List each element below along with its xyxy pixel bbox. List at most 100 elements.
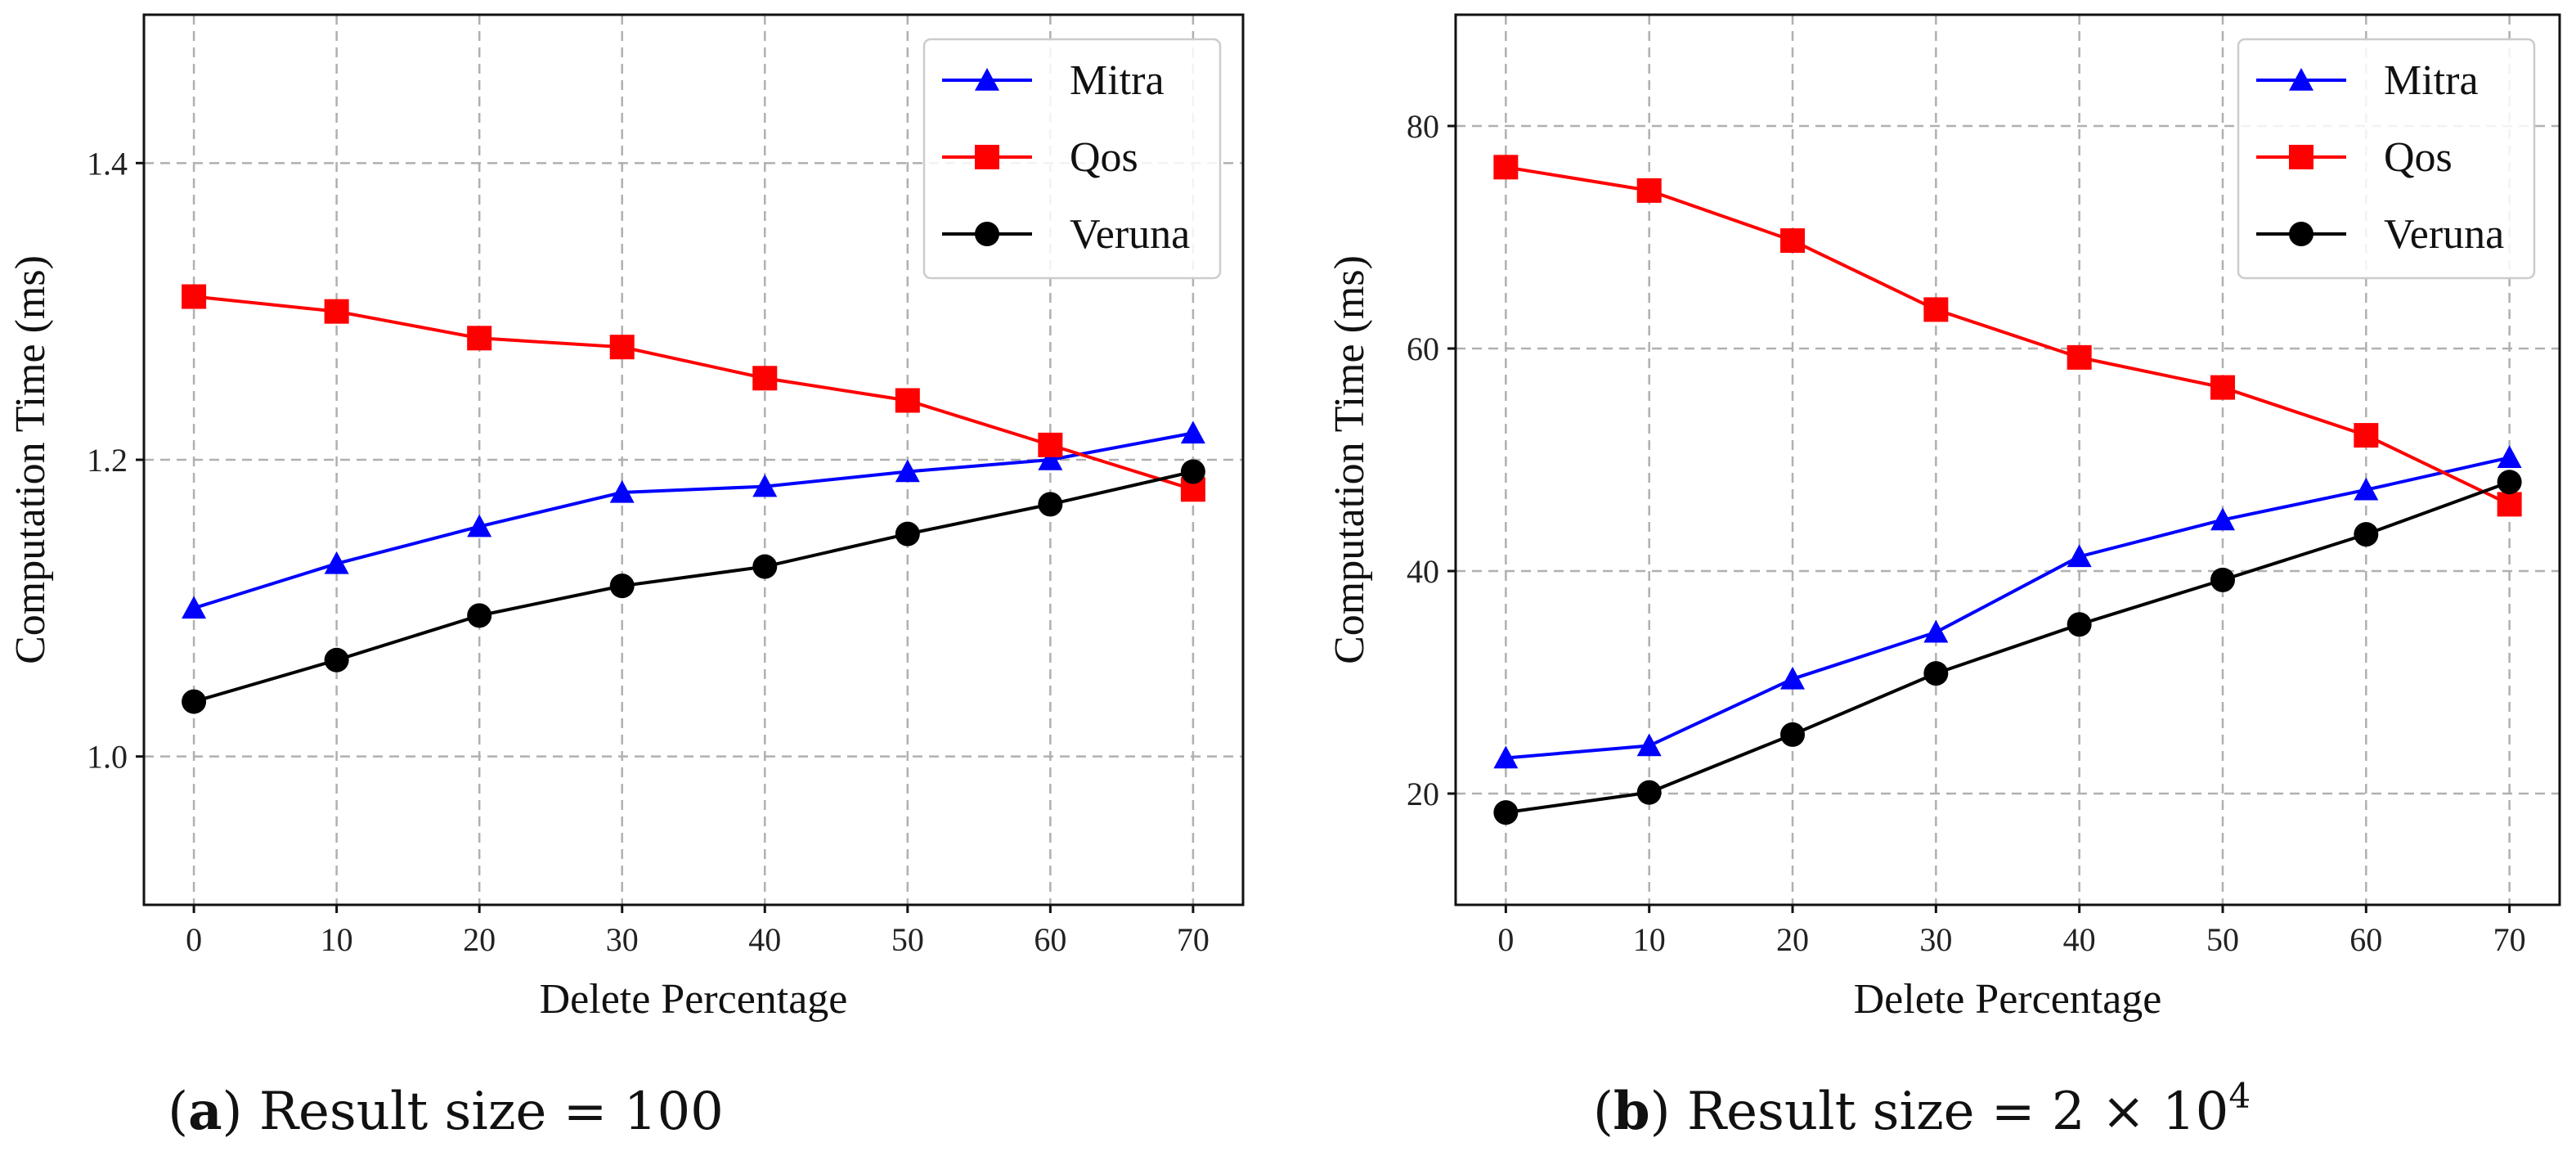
legend-entry-veruna: Veruna bbox=[942, 211, 1190, 258]
data-point-veruna bbox=[1493, 800, 1519, 825]
data-point-mitra bbox=[467, 514, 492, 538]
x-tick-label: 40 bbox=[748, 921, 781, 958]
data-point-veruna bbox=[1923, 661, 1949, 686]
data-point-mitra bbox=[2067, 544, 2092, 568]
plot-frame bbox=[1454, 13, 2561, 906]
legend-label: Mitra bbox=[1070, 57, 1165, 104]
data-point-qos bbox=[2067, 344, 2092, 370]
x-tick-label: 20 bbox=[463, 921, 496, 958]
data-point-mitra bbox=[1038, 448, 1063, 470]
data-point-qos bbox=[752, 366, 778, 391]
caption-superscript: 4 bbox=[2228, 1076, 2251, 1116]
caption-a: (a) Result size = 100 bbox=[168, 1081, 724, 1142]
x-tick-label: 30 bbox=[606, 921, 639, 958]
x-tick-label: 10 bbox=[1633, 921, 1666, 958]
data-point-mitra bbox=[1180, 421, 1205, 444]
data-point-qos bbox=[1780, 228, 1806, 254]
data-point-mitra bbox=[2497, 445, 2522, 469]
data-point-qos bbox=[1923, 297, 1949, 322]
x-axis-label: Delete Percentage bbox=[1854, 976, 2162, 1023]
caption-text: Result size = 100 bbox=[259, 1082, 724, 1142]
data-point-veruna bbox=[752, 554, 778, 579]
data-point-veruna bbox=[609, 574, 635, 599]
x-tick-label: 10 bbox=[321, 921, 353, 958]
series-line-qos bbox=[193, 295, 1194, 492]
caption-letter: b bbox=[1613, 1081, 1650, 1142]
caption-close-paren: ) bbox=[1650, 1082, 1687, 1142]
legend-entry-qos: Qos bbox=[942, 134, 1138, 181]
data-point-veruna bbox=[2354, 522, 2379, 547]
data-point-qos bbox=[1636, 178, 1662, 203]
y-tick-label: 1.2 bbox=[87, 442, 128, 479]
data-point-veruna bbox=[2497, 470, 2522, 495]
data-point-qos bbox=[1493, 155, 1519, 180]
legend-label: Veruna bbox=[2384, 211, 2504, 258]
legend-marker bbox=[975, 222, 999, 246]
data-point-mitra bbox=[182, 596, 207, 619]
x-tick-label: 0 bbox=[186, 921, 202, 958]
legend: Mitra Qos Veruna bbox=[2237, 38, 2536, 280]
data-point-qos bbox=[2354, 423, 2379, 448]
legend-label: Qos bbox=[2384, 134, 2453, 181]
data-point-veruna bbox=[324, 647, 349, 672]
legend-entry-veruna: Veruna bbox=[2256, 211, 2504, 258]
data-point-mitra bbox=[324, 551, 349, 574]
series-line-mitra bbox=[193, 431, 1194, 610]
x-tick-label: 60 bbox=[2349, 921, 2382, 958]
legend: Mitra Qos Veruna bbox=[922, 38, 1222, 280]
legend-box bbox=[922, 38, 1222, 280]
y-tick-label: 1.4 bbox=[87, 145, 128, 182]
series-mitra bbox=[182, 421, 1205, 619]
legend-entry-qos: Qos bbox=[2256, 134, 2453, 181]
data-point-mitra bbox=[2210, 507, 2235, 531]
data-point-veruna bbox=[1636, 780, 1662, 805]
legend-marker bbox=[2289, 68, 2313, 91]
chart-panel-a: 0 10 20 30 40 50 60 70 1.0 1.2 1.4 Delete Percentag… bbox=[7, 13, 1245, 1023]
caption-text: Result size = 2 × 10 bbox=[1687, 1082, 2228, 1142]
data-point-mitra bbox=[2354, 477, 2379, 501]
chart-panel-b: 0 10 20 30 40 50 60 70 20 40 60 80 Delete Percentage… bbox=[1326, 13, 2561, 1023]
data-point-qos bbox=[2210, 375, 2235, 400]
series-line-mitra bbox=[1506, 456, 2511, 760]
legend-label: Qos bbox=[1070, 134, 1138, 181]
data-point-veruna bbox=[467, 603, 492, 628]
caption-open-paren: ( bbox=[1593, 1082, 1613, 1142]
x-tick-label: 60 bbox=[1034, 921, 1066, 958]
series-veruna bbox=[1493, 470, 2522, 825]
data-point-qos bbox=[467, 326, 492, 351]
data-point-veruna bbox=[1180, 459, 1205, 484]
series-mitra bbox=[1493, 445, 2522, 769]
x-tick-label: 50 bbox=[891, 921, 924, 958]
data-point-mitra bbox=[752, 474, 778, 497]
data-point-mitra bbox=[1780, 666, 1806, 690]
y-tick-label: 40 bbox=[1407, 553, 1439, 590]
caption-close-paren: ) bbox=[222, 1082, 259, 1142]
data-point-veruna bbox=[1780, 722, 1806, 747]
y-tick-label: 1.0 bbox=[87, 739, 128, 776]
series-line-veruna bbox=[1506, 480, 2511, 815]
x-tick-label: 40 bbox=[2063, 921, 2096, 958]
data-point-veruna bbox=[1038, 492, 1063, 517]
x-axis-label: Delete Percentage bbox=[540, 976, 848, 1023]
legend-marker bbox=[975, 145, 999, 169]
caption-letter: a bbox=[188, 1081, 222, 1142]
data-point-qos bbox=[324, 299, 349, 324]
x-tick-label: 30 bbox=[1919, 921, 1952, 958]
data-point-qos bbox=[182, 284, 207, 309]
series-qos bbox=[1493, 155, 2522, 517]
data-point-veruna bbox=[2067, 612, 2092, 637]
data-point-veruna bbox=[895, 521, 920, 547]
data-point-qos bbox=[1038, 432, 1063, 457]
legend-marker bbox=[975, 68, 999, 91]
x-tick-label: 50 bbox=[2206, 921, 2239, 958]
legend-marker bbox=[2289, 222, 2313, 246]
data-point-mitra bbox=[895, 459, 920, 483]
data-point-qos bbox=[895, 388, 920, 413]
legend-label: Veruna bbox=[1070, 211, 1190, 258]
legend-entry-mitra: Mitra bbox=[942, 57, 1165, 104]
data-point-mitra bbox=[609, 479, 635, 503]
x-tick-label: 70 bbox=[1177, 921, 1209, 958]
data-point-veruna bbox=[2210, 567, 2235, 592]
y-axis-label: Computation Time (ms) bbox=[1326, 255, 1373, 664]
y-axis-label: Computation Time (ms) bbox=[7, 255, 54, 664]
